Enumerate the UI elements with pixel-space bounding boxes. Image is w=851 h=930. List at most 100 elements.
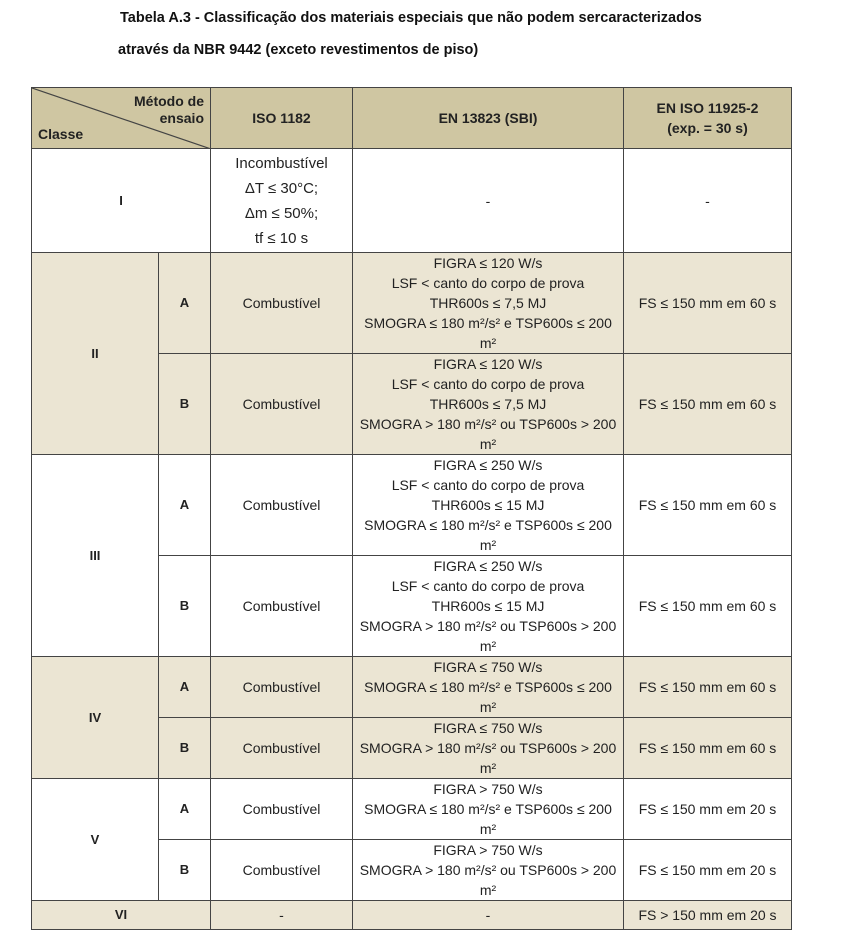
cell-line: Incombustível (235, 154, 328, 172)
en13823-cell: FIGRA ≤ 250 W/s LSF < canto do corpo de p… (352, 555, 624, 657)
cell-line: Combustível (242, 598, 321, 614)
cell-line: FIGRA ≤ 120 W/s (433, 255, 543, 271)
header-en11925-line2: (exp. = 30 s) (667, 120, 748, 136)
cell-line: THR600s ≤ 7,5 MJ (429, 295, 547, 311)
cell-line: SMOGRA > 180 m²/s² ou TSP600s > 200 m² (359, 740, 617, 776)
iso1182-cell: Combustível (210, 252, 353, 354)
cell-line: Combustível (242, 497, 321, 513)
en13823-cell: FIGRA ≤ 750 W/s SMOGRA ≤ 180 m²/s² e TSP6… (352, 656, 624, 718)
en13823-cell: FIGRA ≤ 250 W/s LSF < canto do corpo de p… (352, 454, 624, 556)
iso1182-cell: Incombustível ΔT ≤ 30°C; Δm ≤ 50%; tf ≤ 10 … (210, 148, 353, 253)
iso1182-cell: Combustível (210, 717, 353, 779)
subclass-cell: A (158, 656, 211, 718)
header-en11925: EN ISO 11925-2 (exp. = 30 s) (623, 87, 792, 149)
iso1182-cell: Combustível (210, 656, 353, 718)
en11925-cell: FS ≤ 150 mm em 20 s (623, 839, 792, 901)
iso1182-cell: Combustível (210, 454, 353, 556)
en11925-cell: FS ≤ 150 mm em 60 s (623, 555, 792, 657)
header-classe: Classe (38, 126, 84, 142)
class-cell: IV (31, 656, 159, 779)
cell-line: SMOGRA ≤ 180 m²/s² e TSP600s ≤ 200 m² (364, 679, 612, 715)
cell-line: Combustível (242, 862, 321, 878)
cell-line: Combustível (242, 740, 321, 756)
cell-line: LSF < canto do corpo de prova (391, 376, 585, 392)
header-en11925-line1: EN ISO 11925-2 (656, 100, 759, 116)
en13823-cell: - (352, 900, 624, 930)
subclass-cell: B (158, 353, 211, 455)
table-row: IV A Combustível FIGRA ≤ 750 W/s SMOGRA ≤ 18… (31, 656, 792, 779)
header-iso1182: ISO 1182 (210, 87, 353, 149)
subclass-cell: B (158, 555, 211, 657)
cell-line: FIGRA ≤ 250 W/s (433, 457, 543, 473)
subclass-cell: A (158, 778, 211, 840)
iso1182-cell: Combustível (210, 778, 353, 840)
class-cell: II (31, 252, 159, 455)
cell-line: LSF < canto do corpo de prova (391, 477, 585, 493)
cell-line: LSF < canto do corpo de prova (391, 275, 585, 291)
header-diagonal-cell: Método de ensaio Classe (31, 87, 211, 149)
class-cell: III (31, 454, 159, 657)
en13823-cell: FIGRA > 750 W/s SMOGRA ≤ 180 m²/s² e TSP6… (352, 778, 624, 840)
en11925-cell: FS ≤ 150 mm em 60 s (623, 454, 792, 556)
cell-line: Δm ≤ 50%; (244, 204, 319, 222)
cell-line: FIGRA > 750 W/s (433, 842, 543, 858)
table-row: II A Combustível FIGRA ≤ 120 W/s LSF < canto… (31, 252, 792, 455)
en11925-cell: FS ≤ 150 mm em 60 s (623, 656, 792, 718)
cell-line: SMOGRA > 180 m²/s² ou TSP600s > 200 m² (359, 416, 617, 452)
cell-line: Combustível (242, 295, 321, 311)
iso1182-cell: Combustível (210, 555, 353, 657)
cell-line: SMOGRA ≤ 180 m²/s² e TSP600s ≤ 200 m² (364, 315, 612, 351)
table-row: B Combustível FIGRA ≤ 120 W/s LSF < canto d… (31, 353, 792, 455)
subclass-cell: A (158, 454, 211, 556)
cell-line: THR600s ≤ 7,5 MJ (429, 396, 547, 412)
classification-table: Método de ensaio Classe ISO 1182 EN 1382… (31, 87, 792, 930)
class-cell: I (31, 148, 211, 253)
table-row: B Combustível FIGRA > 750 W/s SMOGRA > 180 … (31, 839, 792, 901)
en13823-cell: FIGRA ≤ 750 W/s SMOGRA > 180 m²/s² ou TSP… (352, 717, 624, 779)
en11925-cell: FS ≤ 150 mm em 60 s (623, 717, 792, 779)
en13823-cell: - (352, 148, 624, 253)
cell-line: SMOGRA > 180 m²/s² ou TSP600s > 200 m² (359, 618, 617, 654)
cell-line: SMOGRA ≤ 180 m²/s² e TSP600s ≤ 200 m² (364, 517, 612, 553)
cell-line: FIGRA ≤ 120 W/s (433, 356, 543, 372)
table-row: B Combustível FIGRA ≤ 250 W/s LSF < canto d… (31, 555, 792, 657)
table-row: VI - - FS > 150 mm em 20 s (31, 900, 792, 930)
cell-line: - (279, 907, 284, 923)
cell-line: ΔT ≤ 30°C; (244, 179, 319, 197)
subclass-cell: B (158, 717, 211, 779)
cell-line: FIGRA ≤ 250 W/s (433, 558, 543, 574)
en13823-cell: FIGRA > 750 W/s SMOGRA > 180 m²/s² ou TSP… (352, 839, 624, 901)
en11925-cell: FS ≤ 150 mm em 20 s (623, 778, 792, 840)
cell-line: Combustível (242, 801, 321, 817)
cell-line: - (485, 192, 491, 209)
iso1182-cell: Combustível (210, 839, 353, 901)
header-metodo: Método de ensaio (134, 93, 204, 126)
en13823-cell: FIGRA ≤ 120 W/s LSF < canto do corpo de p… (352, 252, 624, 354)
cell-line: FIGRA > 750 W/s (433, 781, 543, 797)
en11925-cell: - (623, 148, 792, 253)
cell-line: FIGRA ≤ 750 W/s (433, 659, 543, 675)
cell-line: Combustível (242, 679, 321, 695)
table-row: B Combustível FIGRA ≤ 750 W/s SMOGRA > 180 … (31, 717, 792, 779)
en13823-cell: FIGRA ≤ 120 W/s LSF < canto do corpo de p… (352, 353, 624, 455)
en11925-cell: FS ≤ 150 mm em 60 s (623, 252, 792, 354)
subclass-cell: A (158, 252, 211, 354)
subclass-cell: B (158, 839, 211, 901)
cell-line: tf ≤ 10 s (254, 229, 309, 247)
cell-line: - (485, 907, 491, 923)
cell-line: SMOGRA ≤ 180 m²/s² e TSP600s ≤ 200 m² (364, 801, 612, 837)
table-row: I Incombustível ΔT ≤ 30°C; Δm ≤ 50%; tf ≤ 10… (31, 148, 792, 253)
iso1182-cell: - (210, 900, 353, 930)
table-title-line2: através da NBR 9442 (exceto revestimento… (118, 42, 479, 58)
table-row: V A Combustível FIGRA > 750 W/s SMOGRA ≤ 180… (31, 778, 792, 901)
cell-line: FIGRA ≤ 750 W/s (433, 720, 543, 736)
cell-line: SMOGRA > 180 m²/s² ou TSP600s > 200 m² (359, 862, 617, 898)
table-title-line1: Tabela A.3 - Classificação dos materiais… (120, 10, 702, 26)
en11925-cell: FS > 150 mm em 20 s (623, 900, 792, 930)
class-cell: VI (31, 900, 211, 930)
cell-line: LSF < canto do corpo de prova (391, 578, 585, 594)
table-row: III A Combustível FIGRA ≤ 250 W/s LSF < cant… (31, 454, 792, 657)
diagonal-line (32, 88, 211, 149)
iso1182-cell: Combustível (210, 353, 353, 455)
cell-line: Combustível (242, 396, 321, 412)
